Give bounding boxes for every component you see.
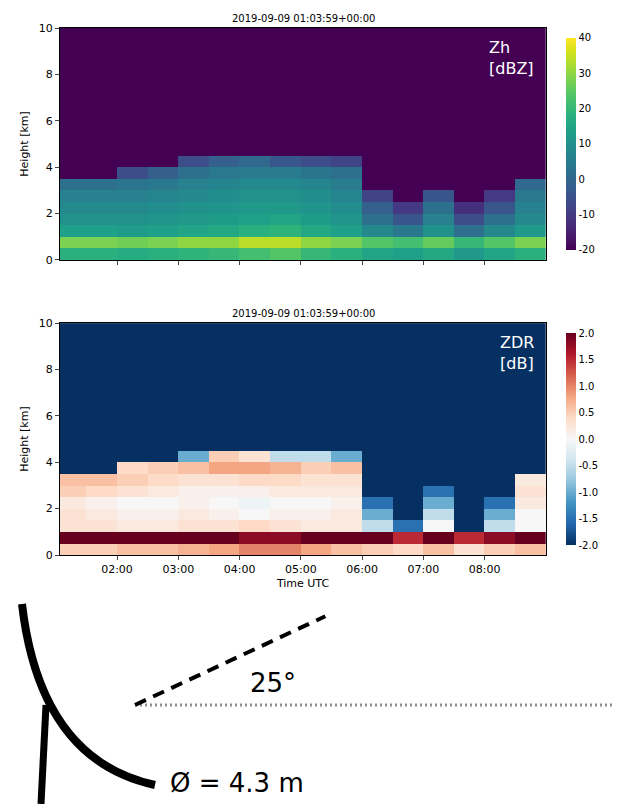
- svg-text:2: 2: [46, 207, 53, 220]
- svg-text:30: 30: [579, 68, 592, 79]
- svg-text:0: 0: [46, 549, 53, 562]
- svg-text:0: 0: [579, 174, 585, 185]
- svg-text:05:00: 05:00: [285, 563, 317, 576]
- svg-text:ZDR[dB]: ZDR[dB]: [500, 333, 534, 373]
- svg-text:10: 10: [39, 22, 53, 35]
- svg-text:10: 10: [39, 317, 53, 330]
- svg-text:Zh[dBZ]: Zh[dBZ]: [489, 38, 534, 78]
- svg-text:Ø = 4.3 m: Ø = 4.3 m: [170, 768, 304, 798]
- svg-text:-2.0: -2.0: [579, 540, 599, 551]
- svg-text:Height [km]: Height [km]: [18, 406, 31, 472]
- svg-text:8: 8: [46, 363, 53, 376]
- svg-text:Height [km]: Height [km]: [18, 111, 31, 177]
- svg-text:6: 6: [46, 410, 53, 423]
- svg-text:0: 0: [46, 254, 53, 267]
- svg-text:6: 6: [46, 115, 53, 128]
- svg-text:Time UTC: Time UTC: [276, 577, 330, 590]
- svg-text:07:00: 07:00: [408, 563, 440, 576]
- svg-text:02:00: 02:00: [101, 563, 133, 576]
- svg-text:4: 4: [46, 456, 53, 469]
- svg-text:03:00: 03:00: [162, 563, 194, 576]
- svg-text:-1.5: -1.5: [579, 513, 599, 524]
- svg-text:10: 10: [579, 138, 592, 149]
- svg-text:-0.5: -0.5: [579, 460, 599, 471]
- svg-text:0.5: 0.5: [579, 407, 595, 418]
- svg-text:-1.0: -1.0: [579, 487, 599, 498]
- svg-text:08:00: 08:00: [469, 563, 501, 576]
- svg-text:2019-09-09 01:03:59+00:00: 2019-09-09 01:03:59+00:00: [232, 13, 375, 24]
- svg-text:-10: -10: [579, 209, 595, 220]
- svg-text:2019-09-09 01:03:59+00:00: 2019-09-09 01:03:59+00:00: [232, 308, 375, 319]
- svg-text:2.0: 2.0: [579, 328, 595, 339]
- svg-text:0.0: 0.0: [579, 434, 595, 445]
- svg-text:40: 40: [579, 32, 592, 43]
- svg-text:25°: 25°: [250, 668, 296, 698]
- svg-text:4: 4: [46, 161, 53, 174]
- svg-text:06:00: 06:00: [346, 563, 378, 576]
- svg-text:1.5: 1.5: [579, 354, 595, 365]
- svg-text:2: 2: [46, 502, 53, 515]
- svg-text:20: 20: [579, 103, 592, 114]
- svg-text:8: 8: [46, 68, 53, 81]
- svg-text:04:00: 04:00: [224, 563, 256, 576]
- svg-text:1.0: 1.0: [579, 381, 595, 392]
- svg-text:-20: -20: [579, 244, 595, 255]
